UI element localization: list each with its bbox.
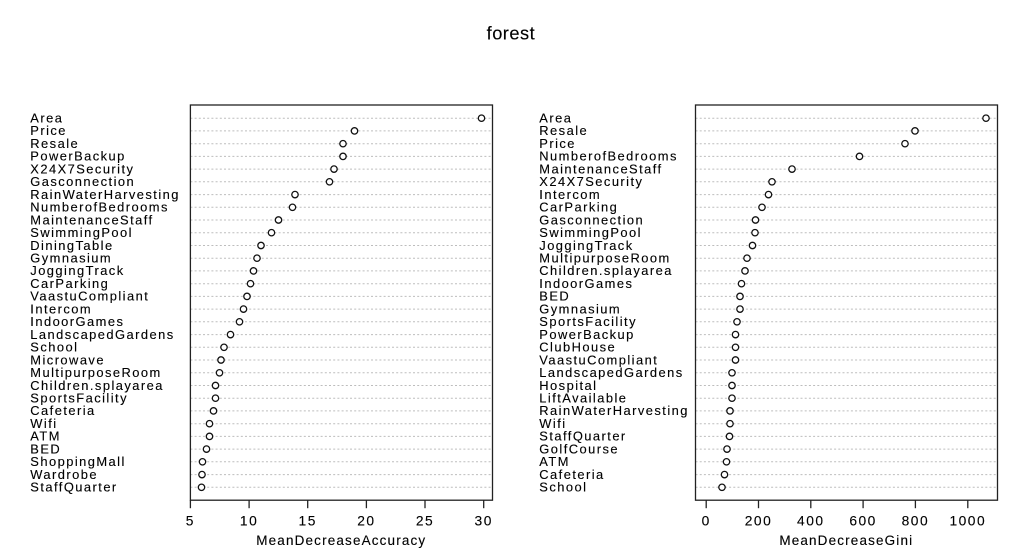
svg-text:DiningTable: DiningTable bbox=[30, 238, 113, 253]
svg-text:800: 800 bbox=[902, 513, 930, 528]
svg-text:CarParking: CarParking bbox=[539, 200, 618, 215]
svg-text:Area: Area bbox=[30, 111, 63, 126]
svg-text:MeanDecreaseAccuracy: MeanDecreaseAccuracy bbox=[256, 533, 426, 548]
svg-text:X24X7Security: X24X7Security bbox=[30, 161, 134, 176]
svg-text:30: 30 bbox=[475, 513, 493, 528]
svg-text:VaastuCompliant: VaastuCompliant bbox=[539, 352, 658, 367]
svg-text:ShoppingMall: ShoppingMall bbox=[30, 454, 126, 469]
svg-text:5: 5 bbox=[186, 513, 195, 528]
svg-text:PowerBackup: PowerBackup bbox=[30, 149, 125, 164]
svg-text:Gymnasium: Gymnasium bbox=[539, 301, 621, 316]
svg-text:SportsFacility: SportsFacility bbox=[30, 391, 128, 406]
svg-text:RainWaterHarvesting: RainWaterHarvesting bbox=[30, 187, 180, 202]
svg-text:Gasconnection: Gasconnection bbox=[30, 174, 135, 189]
svg-text:School: School bbox=[30, 340, 78, 355]
svg-text:StaffQuarter: StaffQuarter bbox=[539, 429, 626, 444]
svg-text:Gasconnection: Gasconnection bbox=[539, 212, 644, 227]
svg-text:IndoorGames: IndoorGames bbox=[539, 276, 633, 291]
svg-text:Gymnasium: Gymnasium bbox=[30, 251, 112, 266]
svg-text:10: 10 bbox=[240, 513, 258, 528]
svg-text:LandscapedGardens: LandscapedGardens bbox=[30, 327, 174, 342]
svg-text:15: 15 bbox=[299, 513, 317, 528]
svg-text:MaintenanceStaff: MaintenanceStaff bbox=[30, 212, 153, 227]
svg-text:Hospital: Hospital bbox=[539, 378, 597, 393]
svg-text:Children.splayarea: Children.splayarea bbox=[539, 263, 673, 278]
svg-text:25: 25 bbox=[416, 513, 434, 528]
svg-text:Price: Price bbox=[539, 136, 576, 151]
svg-text:ATM: ATM bbox=[539, 454, 570, 469]
svg-text:Wifi: Wifi bbox=[539, 416, 566, 431]
svg-text:IndoorGames: IndoorGames bbox=[30, 314, 124, 329]
svg-text:Price: Price bbox=[30, 123, 67, 138]
svg-text:400: 400 bbox=[797, 513, 825, 528]
svg-text:StaffQuarter: StaffQuarter bbox=[30, 480, 117, 495]
svg-text:Cafeteria: Cafeteria bbox=[539, 467, 604, 482]
svg-text:LiftAvailable: LiftAvailable bbox=[539, 391, 627, 406]
svg-text:Resale: Resale bbox=[539, 123, 588, 138]
svg-text:JoggingTrack: JoggingTrack bbox=[539, 238, 633, 253]
svg-text:20: 20 bbox=[357, 513, 375, 528]
svg-text:Wifi: Wifi bbox=[30, 416, 57, 431]
svg-text:0: 0 bbox=[702, 513, 711, 528]
svg-text:forest: forest bbox=[487, 24, 536, 44]
svg-text:PowerBackup: PowerBackup bbox=[539, 327, 634, 342]
svg-text:NumberofBedrooms: NumberofBedrooms bbox=[30, 200, 169, 215]
svg-text:SwimmingPool: SwimmingPool bbox=[539, 225, 642, 240]
svg-text:Children.splayarea: Children.splayarea bbox=[30, 378, 164, 393]
svg-text:BED: BED bbox=[30, 441, 61, 456]
svg-text:MultipurposeRoom: MultipurposeRoom bbox=[30, 365, 161, 380]
svg-text:600: 600 bbox=[849, 513, 877, 528]
svg-text:LandscapedGardens: LandscapedGardens bbox=[539, 365, 683, 380]
svg-text:200: 200 bbox=[745, 513, 773, 528]
svg-text:Microwave: Microwave bbox=[30, 352, 105, 367]
svg-text:MaintenanceStaff: MaintenanceStaff bbox=[539, 161, 662, 176]
svg-text:Area: Area bbox=[539, 111, 572, 126]
svg-text:CarParking: CarParking bbox=[30, 276, 109, 291]
svg-text:RainWaterHarvesting: RainWaterHarvesting bbox=[539, 403, 689, 418]
svg-text:X24X7Security: X24X7Security bbox=[539, 174, 643, 189]
svg-text:Resale: Resale bbox=[30, 136, 79, 151]
svg-text:BED: BED bbox=[539, 289, 570, 304]
svg-text:Wardrobe: Wardrobe bbox=[30, 467, 98, 482]
svg-text:ClubHouse: ClubHouse bbox=[539, 340, 616, 355]
svg-text:Cafeteria: Cafeteria bbox=[30, 403, 95, 418]
svg-text:NumberofBedrooms: NumberofBedrooms bbox=[539, 149, 678, 164]
svg-text:MeanDecreaseGini: MeanDecreaseGini bbox=[779, 533, 913, 548]
svg-text:JoggingTrack: JoggingTrack bbox=[30, 263, 124, 278]
svg-text:MultipurposeRoom: MultipurposeRoom bbox=[539, 251, 670, 266]
svg-text:1000: 1000 bbox=[949, 513, 986, 528]
svg-text:Intercom: Intercom bbox=[30, 301, 92, 316]
svg-text:SportsFacility: SportsFacility bbox=[539, 314, 637, 329]
svg-text:VaastuCompliant: VaastuCompliant bbox=[30, 289, 149, 304]
svg-text:School: School bbox=[539, 480, 587, 495]
svg-text:GolfCourse: GolfCourse bbox=[539, 441, 619, 456]
svg-text:SwimmingPool: SwimmingPool bbox=[30, 225, 133, 240]
svg-text:ATM: ATM bbox=[30, 429, 61, 444]
svg-text:Intercom: Intercom bbox=[539, 187, 601, 202]
